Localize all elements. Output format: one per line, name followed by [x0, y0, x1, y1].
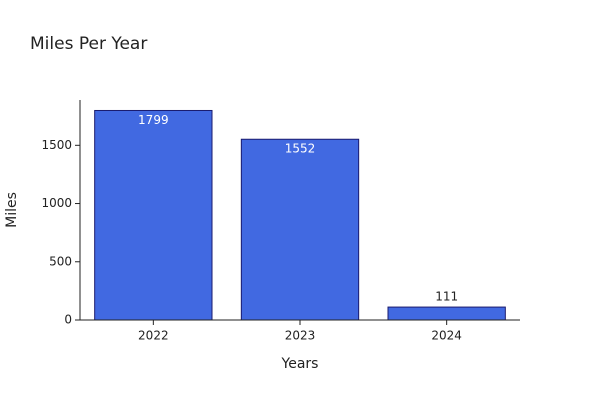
bar — [94, 109, 213, 321]
data-label: 111 — [435, 290, 458, 304]
chart-title: Miles Per Year — [30, 34, 147, 54]
y-tick-label: 500 — [49, 254, 72, 268]
x-tick-label: 2023 — [285, 329, 316, 343]
y-tick-label: 1500 — [41, 138, 72, 152]
x-tick-label: 2024 — [431, 329, 462, 343]
bar — [240, 138, 360, 321]
y-tick-label: 0 — [64, 313, 72, 327]
x-tick-label: 2022 — [138, 329, 169, 343]
x-axis-label: Years — [281, 356, 319, 372]
y-tick-label: 1000 — [41, 196, 72, 210]
data-label: 1799 — [138, 113, 169, 127]
bar — [387, 306, 506, 321]
data-label: 1552 — [285, 142, 316, 156]
y-axis-label: Miles — [4, 192, 20, 228]
